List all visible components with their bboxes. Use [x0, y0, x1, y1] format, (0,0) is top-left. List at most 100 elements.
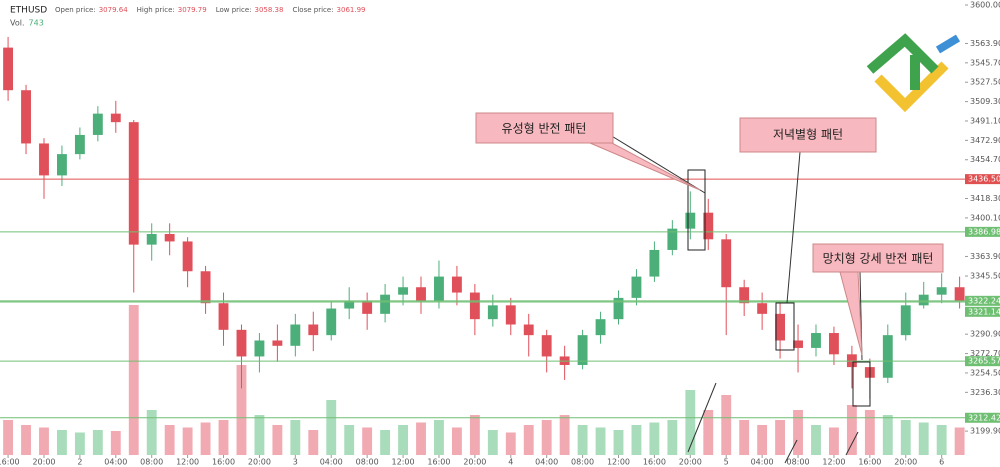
volume-arrow: [687, 382, 717, 453]
candle-body: [757, 303, 768, 314]
volume-bar: [218, 420, 229, 455]
logo-blue: [935, 34, 961, 54]
logo: [866, 33, 961, 113]
callouts: 유성형 반전 패턴 저녁별형 패턴 망치형 강세 반전 패턴: [475, 112, 944, 356]
volume-bar: [846, 405, 857, 455]
candle-body: [254, 340, 265, 357]
y-tick-label: 3345.50: [970, 272, 1000, 281]
candle-body: [595, 319, 606, 336]
y-tick-label: 3454.70: [970, 155, 1000, 164]
candle-body: [918, 294, 929, 306]
volume-bar: [380, 430, 391, 455]
y-tick-label: 3545.70: [970, 58, 1000, 67]
x-tick-label: 16:00: [427, 458, 450, 467]
y-tick-label: 3509.30: [970, 97, 1000, 106]
volume-bar: [254, 415, 265, 455]
candle-body: [182, 241, 193, 272]
volume-bar: [344, 425, 355, 455]
candle-body: [218, 303, 229, 330]
volume-bar: [469, 415, 480, 455]
level-label: 3265.57: [968, 357, 1000, 366]
candle-body: [900, 305, 911, 336]
ohlc-value: 3058.38: [255, 6, 284, 14]
y-tick-label: 3272.70: [970, 349, 1000, 358]
callout-pointer: [839, 271, 863, 356]
y-tick-label: 3527.50: [970, 78, 1000, 87]
candle-body: [954, 287, 965, 302]
volume-bar: [613, 430, 624, 455]
candle-body: [451, 276, 462, 293]
x-tick-label: 08:00: [571, 458, 594, 467]
volume-label: Vol.: [10, 19, 25, 28]
volume-bar: [272, 425, 283, 455]
candle-body: [649, 249, 660, 277]
volume-bar: [900, 420, 911, 455]
x-tick-label: 6: [939, 458, 944, 467]
volume-bar: [39, 427, 49, 455]
volume-bar: [434, 420, 444, 455]
x-tick-label: 20:00: [463, 458, 486, 467]
logo-green: [866, 33, 939, 74]
candle-body: [272, 340, 283, 346]
y-tick-label: 3290.90: [970, 330, 1000, 339]
x-tick-label: 16:00: [643, 458, 666, 467]
candle-body: [3, 47, 14, 91]
y-tick-label: 3199.90: [970, 427, 1000, 436]
candle-body: [469, 292, 480, 320]
volume-bar: [487, 430, 498, 455]
x-tick-label: 12:00: [822, 458, 845, 467]
volume-bar: [451, 427, 462, 455]
candle-body: [936, 287, 947, 295]
x-tick-label: 16:00: [0, 458, 20, 467]
x-tick-label: 4: [508, 458, 513, 467]
callout-box: [739, 117, 877, 153]
plot: [3, 36, 965, 455]
volume-bar: [936, 425, 947, 455]
volume-bar: [128, 305, 139, 455]
pattern-box: [852, 361, 871, 407]
callout-arrow: [786, 151, 801, 304]
x-tick-label: 08:00: [787, 458, 810, 467]
x-tick-label: 3: [293, 458, 298, 467]
candle-body: [811, 333, 821, 348]
volume-bar: [954, 427, 965, 455]
y-tick-label: 3472.90: [970, 136, 1000, 145]
candle-body: [667, 228, 678, 250]
volume-bar: [57, 430, 67, 455]
candle-body: [92, 113, 103, 135]
volume-bar: [882, 415, 893, 455]
ohlc-label: Low price:: [216, 6, 252, 14]
ohlc-value: 3079.79: [178, 6, 207, 14]
callout-box: [812, 243, 944, 273]
candle-body: [721, 239, 732, 288]
volume-bar: [559, 415, 570, 455]
volume-bar: [577, 425, 588, 455]
level-label-bg: [965, 174, 1000, 185]
x-tick-label: 20:00: [894, 458, 917, 467]
candle-body: [236, 329, 247, 357]
volume-bar: [631, 425, 642, 455]
x-tick-label: 16:00: [858, 458, 881, 467]
x-tick-label: 04:00: [535, 458, 558, 467]
level-label: 3386.98: [968, 227, 1000, 236]
candle-body: [380, 294, 391, 314]
x-tick-label: 04:00: [104, 458, 127, 467]
volume-bar: [649, 422, 660, 455]
candle-body: [631, 276, 642, 298]
candle-body: [21, 90, 31, 144]
volume-bar: [146, 410, 157, 455]
x-tick-label: 2: [77, 458, 82, 467]
volume-bar: [523, 425, 534, 455]
y-tick-label: 3491.10: [970, 116, 1000, 125]
volume-bar: [326, 400, 337, 455]
volume-bar: [505, 432, 516, 455]
callout-arrow: [609, 134, 706, 194]
candle-body: [523, 324, 534, 336]
volume-bar: [757, 425, 768, 455]
volume-bar: [3, 420, 14, 455]
volume-bar: [864, 410, 875, 455]
level-label: 3212.42: [968, 413, 1000, 422]
candle-body: [416, 287, 426, 302]
callout-box: [475, 112, 614, 144]
x-tick-label: 12:00: [392, 458, 415, 467]
